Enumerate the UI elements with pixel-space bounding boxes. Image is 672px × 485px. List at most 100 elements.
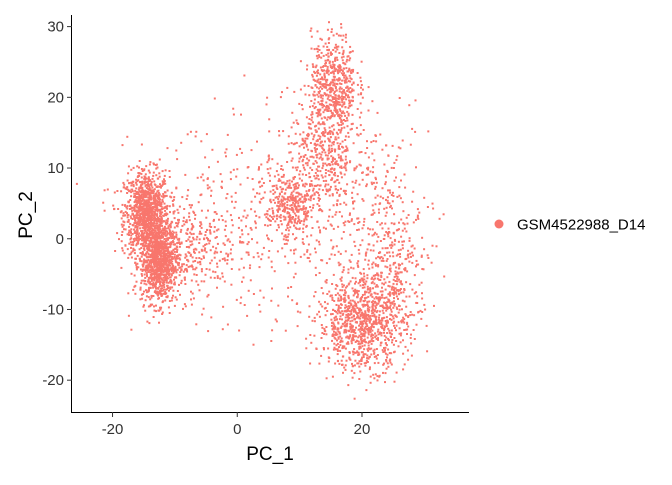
data-point (366, 248, 369, 251)
data-point (135, 257, 137, 260)
data-point (319, 81, 322, 84)
data-point (323, 86, 326, 89)
data-point (347, 131, 350, 134)
data-point (178, 262, 180, 265)
data-point (135, 187, 138, 190)
data-point (346, 90, 349, 93)
data-point (332, 334, 335, 337)
data-point (358, 328, 361, 331)
data-point (214, 271, 217, 274)
data-point (389, 267, 391, 270)
data-point (153, 259, 156, 262)
data-point (293, 203, 296, 206)
data-point (315, 191, 318, 194)
data-point (120, 210, 123, 213)
data-point (157, 229, 160, 232)
data-point (170, 274, 173, 277)
data-point (247, 233, 250, 236)
data-point (165, 288, 168, 291)
data-point (133, 192, 136, 195)
data-point (190, 233, 193, 236)
data-point (343, 89, 345, 92)
data-point (116, 190, 119, 192)
data-point (410, 342, 413, 345)
data-point (402, 222, 405, 225)
data-point (126, 188, 129, 191)
data-point (310, 27, 313, 30)
data-point (335, 211, 338, 214)
data-point (350, 330, 353, 333)
data-point (371, 336, 374, 339)
data-point (140, 202, 143, 205)
data-point (226, 239, 229, 242)
data-point (363, 319, 366, 322)
data-point (334, 108, 337, 111)
data-point (137, 191, 140, 194)
data-point (373, 348, 376, 351)
data-point (363, 314, 366, 317)
data-point (156, 201, 159, 203)
data-point (318, 204, 321, 207)
data-point (203, 249, 206, 252)
data-point (289, 151, 292, 154)
data-point (338, 90, 341, 93)
data-point (321, 151, 324, 154)
data-point (318, 92, 321, 95)
data-point (158, 200, 161, 203)
data-point (131, 180, 134, 183)
data-point (339, 142, 342, 145)
data-point (152, 240, 155, 243)
data-point (399, 289, 401, 292)
data-point (377, 255, 380, 258)
data-point (359, 320, 362, 323)
data-point (405, 295, 408, 298)
data-point (345, 342, 348, 345)
data-point (369, 314, 372, 317)
data-point (136, 228, 139, 231)
data-point (121, 247, 124, 250)
data-point (136, 201, 139, 204)
data-point (147, 180, 150, 183)
data-point (304, 210, 307, 213)
data-point (341, 140, 344, 143)
data-point (162, 220, 165, 223)
data-point (158, 226, 161, 229)
data-point (234, 191, 237, 194)
data-point (380, 322, 383, 325)
data-point (402, 352, 405, 355)
data-point (352, 330, 355, 333)
data-point (167, 264, 169, 267)
data-point (386, 362, 389, 365)
data-point (346, 96, 349, 99)
data-point (269, 199, 272, 202)
data-point (148, 193, 151, 196)
data-point (140, 252, 143, 255)
data-point (135, 263, 138, 266)
data-point (367, 318, 370, 321)
data-point (318, 137, 321, 140)
data-point (365, 313, 368, 316)
data-point (340, 129, 343, 131)
data-point (423, 303, 426, 306)
data-point (226, 255, 229, 258)
data-point (344, 306, 347, 309)
data-point (326, 83, 329, 86)
data-point (182, 220, 185, 223)
data-point (296, 210, 299, 213)
data-point (312, 204, 315, 207)
data-point (166, 243, 169, 245)
data-point (150, 222, 153, 225)
data-point (321, 167, 324, 170)
data-point (143, 245, 146, 248)
data-point (332, 71, 335, 74)
data-point (214, 250, 217, 253)
data-point (152, 231, 155, 234)
data-point (319, 184, 322, 187)
data-point (301, 208, 304, 210)
data-point (354, 167, 357, 170)
data-point (331, 313, 334, 315)
data-point (125, 188, 128, 190)
data-point (331, 328, 334, 331)
data-point (397, 297, 399, 300)
data-point (383, 297, 386, 300)
